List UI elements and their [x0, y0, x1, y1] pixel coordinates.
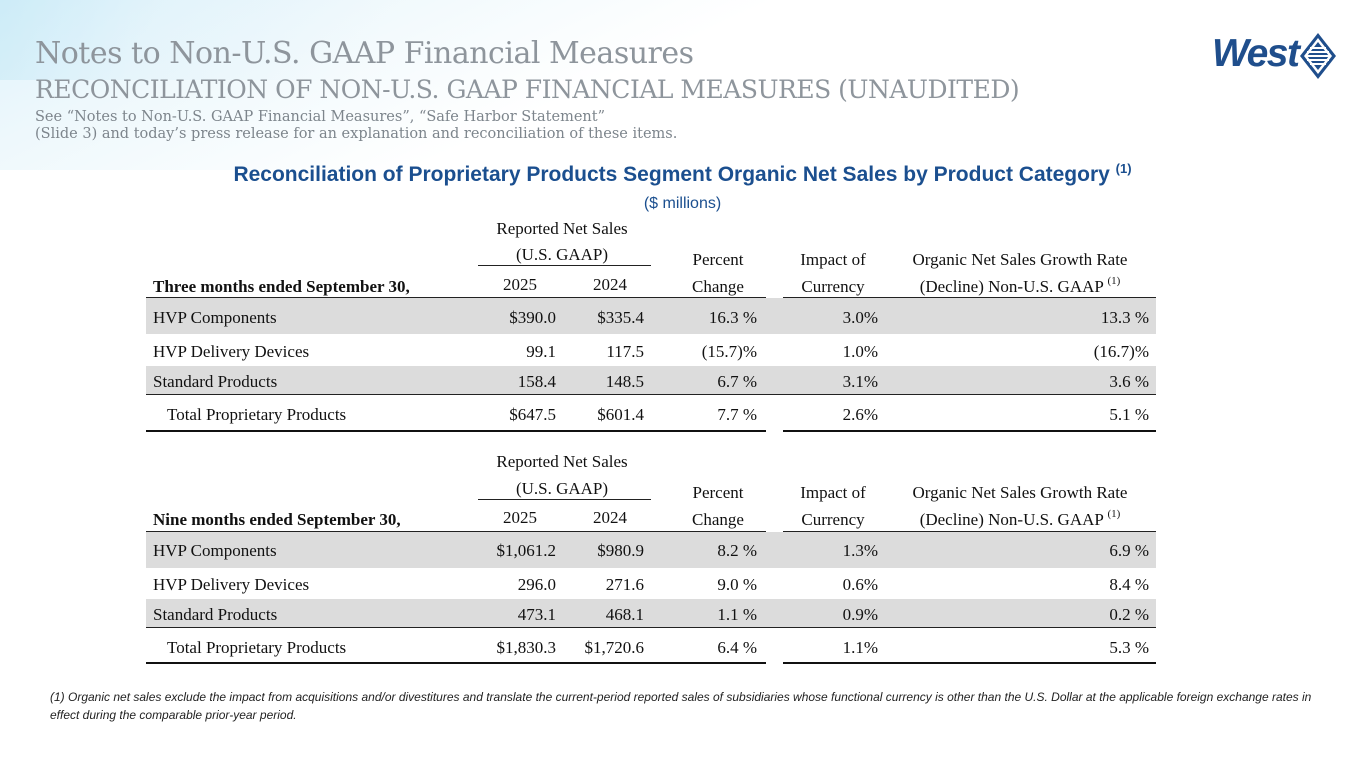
organic-header-line1: Organic Net Sales Growth Rate — [912, 483, 1128, 502]
header-background-accent — [0, 0, 620, 80]
value-2025: $647.5 — [509, 405, 556, 424]
reported-header-line1: Reported Net Sales — [496, 452, 628, 471]
currency-impact: 1.3% — [842, 541, 878, 560]
row-band — [146, 298, 1156, 334]
reported-header-rule — [478, 499, 651, 500]
value-2025: 473.1 — [517, 605, 556, 624]
percent-change: 6.7 % — [717, 372, 757, 391]
row-label: HVP Components — [153, 541, 277, 560]
value-2024: $1,720.6 — [584, 638, 645, 657]
currency-impact: 1.0% — [842, 342, 878, 361]
page-subtitle: RECONCILIATION OF NON-U.S. GAAP FINANCIA… — [35, 75, 1020, 104]
row-label: Standard Products — [153, 605, 278, 624]
subtotal-rule — [146, 394, 1156, 395]
currency-impact: 0.6% — [842, 575, 878, 594]
impact-header-line1: Impact of — [800, 483, 866, 502]
reported-header-line2: (U.S. GAAP) — [515, 245, 609, 264]
footnote: (1) Organic net sales exclude the impact… — [50, 690, 1312, 722]
period-label-three-months: Three months ended September 30, — [153, 277, 410, 296]
company-logo: West — [1212, 30, 1337, 82]
organic-header-line2: (Decline) Non-U.S. GAAP (1) — [919, 275, 1121, 296]
impact-header-line1: Impact of — [800, 250, 866, 269]
currency-impact: 0.9% — [842, 605, 878, 624]
value-2025: 296.0 — [517, 575, 556, 594]
percent-header-line2: Change — [692, 277, 744, 296]
row-label: HVP Delivery Devices — [153, 575, 310, 594]
table-heading: Reconciliation of Proprietary Products S… — [233, 161, 1132, 186]
page-title: Notes to Non-U.S. GAAP Financial Measure… — [35, 36, 694, 71]
col-year-2025: 2025 — [503, 508, 537, 527]
diamond-logo-icon — [1300, 33, 1336, 79]
value-2024: $601.4 — [597, 405, 644, 424]
value-2024: 271.6 — [605, 575, 644, 594]
header-rule-right — [783, 297, 1156, 298]
percent-change: 9.0 % — [717, 575, 757, 594]
value-2024: 468.1 — [605, 605, 644, 624]
header-rule-left — [146, 297, 766, 298]
units-label: ($ millions) — [643, 195, 722, 212]
percent-change: (15.7)% — [701, 342, 757, 361]
value-2024: 117.5 — [606, 342, 644, 361]
row-band — [146, 599, 1156, 627]
value-2025: 158.4 — [517, 372, 556, 391]
value-2025: $1,830.3 — [496, 638, 557, 657]
row-label: Standard Products — [153, 372, 278, 391]
percent-change: 7.7 % — [717, 405, 757, 424]
row-band — [146, 366, 1156, 394]
value-2024: $335.4 — [597, 308, 644, 327]
currency-impact: 3.0% — [842, 308, 878, 327]
row-label: HVP Delivery Devices — [153, 342, 310, 361]
reported-header-line2: (U.S. GAAP) — [515, 479, 609, 498]
percent-change: 16.3 % — [708, 308, 757, 327]
total-rule-right — [783, 662, 1156, 664]
header-rule-left — [146, 531, 766, 532]
percent-header-line1: Percent — [692, 483, 744, 502]
heading-footnote-mark: (1) — [1115, 161, 1132, 176]
header-note-line-1: See “Notes to Non-U.S. GAAP Financial Me… — [35, 109, 605, 125]
reported-header-rule — [478, 265, 651, 266]
col-year-2024: 2024 — [593, 508, 627, 527]
header-note-line-2: (Slide 3) and today’s press release for … — [35, 126, 678, 142]
organic-growth: 8.4 % — [1109, 575, 1149, 594]
impact-header-line2: Currency — [801, 510, 865, 529]
total-rule-left — [146, 430, 766, 432]
value-2025: $1,061.2 — [496, 541, 557, 560]
total-rule-right — [783, 430, 1156, 432]
value-2024: 148.5 — [605, 372, 644, 391]
total-rule-left — [146, 662, 766, 664]
col-year-2025: 2025 — [503, 275, 537, 294]
col-year-2024: 2024 — [593, 275, 627, 294]
percent-change: 8.2 % — [717, 541, 757, 560]
organic-growth: 5.1 % — [1109, 405, 1149, 424]
organic-growth: 5.3 % — [1109, 638, 1149, 657]
organic-growth: (16.7)% — [1093, 342, 1149, 361]
percent-header-line2: Change — [692, 510, 744, 529]
organic-header-line2: (Decline) Non-U.S. GAAP (1) — [919, 508, 1121, 529]
row-label: Total Proprietary Products — [167, 405, 347, 424]
impact-header-line2: Currency — [801, 277, 865, 296]
row-label: Total Proprietary Products — [167, 638, 347, 657]
value-2025: $390.0 — [509, 308, 556, 327]
percent-change: 6.4 % — [717, 638, 757, 657]
value-2024: $980.9 — [597, 541, 644, 560]
row-label: HVP Components — [153, 308, 277, 327]
percent-header-line1: Percent — [692, 250, 744, 269]
organic-growth: 3.6 % — [1109, 372, 1149, 391]
value-2025: 99.1 — [526, 342, 556, 361]
period-label-nine-months: Nine months ended September 30, — [153, 510, 401, 529]
organic-growth: 6.9 % — [1109, 541, 1149, 560]
logo-wordmark: West — [1212, 32, 1300, 75]
row-band — [146, 532, 1156, 568]
header-rule-right — [783, 531, 1156, 532]
currency-impact: 2.6% — [842, 405, 878, 424]
organic-growth: 0.2 % — [1109, 605, 1149, 624]
organic-growth: 13.3 % — [1100, 308, 1149, 327]
organic-header-line1: Organic Net Sales Growth Rate — [912, 250, 1128, 269]
subtotal-rule — [146, 627, 1156, 628]
currency-impact: 3.1% — [842, 372, 878, 391]
currency-impact: 1.1% — [842, 638, 878, 657]
percent-change: 1.1 % — [717, 605, 757, 624]
reported-header-line1: Reported Net Sales — [496, 219, 628, 238]
